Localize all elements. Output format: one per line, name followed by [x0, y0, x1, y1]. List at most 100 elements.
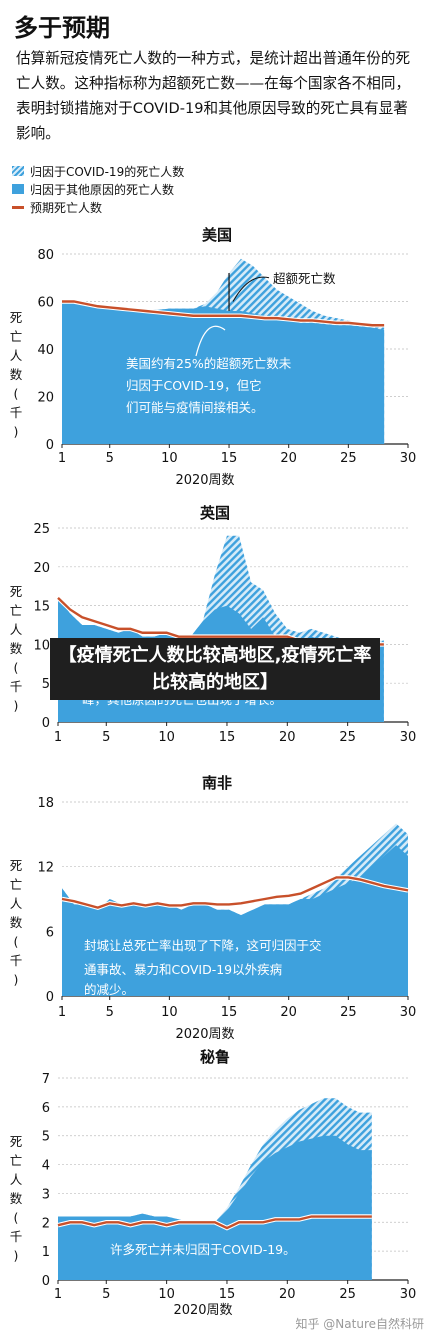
- x-tick-label: 1: [54, 730, 62, 745]
- x-tick-label: 1: [58, 1005, 66, 1020]
- legend: 归因于COVID-19的死亡人数 归因于其他原因的死亡人数 预期死亡人数: [12, 162, 184, 216]
- x-tick-label: 25: [340, 451, 357, 466]
- y-axis-label-char: 人: [10, 1172, 23, 1187]
- x-tick-label: 15: [219, 730, 236, 745]
- series-line-expected: [57, 1215, 372, 1230]
- y-tick-label: 5: [42, 1130, 50, 1145]
- annotation-text: 封城让总死亡率出现了下降，这可归因于交: [84, 938, 322, 953]
- annotation-text: 的减少。: [84, 982, 134, 997]
- x-tick-label: 5: [106, 1005, 114, 1020]
- y-tick-label: 18: [37, 796, 54, 811]
- y-axis-label-char: 数: [10, 367, 23, 382]
- x-tick-label: 30: [400, 451, 417, 466]
- x-tick-label: 20: [279, 1287, 296, 1302]
- y-tick-label: 80: [37, 248, 54, 263]
- chart-uk: 英国0510152025151015202530死亡人数(千)英国峰，其他原因的…: [10, 504, 417, 745]
- chart-panel-peru: 秘鲁 0 1 2 3 4 5 6 7 1 5 10 15 20 25 30 2020周数 死亡人数(千) 许多死亡并…: [0, 1048, 434, 1324]
- x-tick-label: 25: [340, 1005, 357, 1020]
- y-tick-label: 5: [42, 677, 50, 692]
- y-tick-label: 0: [46, 438, 54, 453]
- y-tick-label: 0: [46, 990, 54, 1005]
- series-line-expected: [61, 876, 409, 909]
- x-tick-label: 10: [161, 451, 178, 466]
- y-tick-label: 2: [42, 1216, 50, 1231]
- chart-title: 英国: [200, 504, 230, 522]
- y-axis-label-char: 千: [10, 405, 23, 420]
- x-axis-label: 2020周数: [173, 1303, 232, 1318]
- y-tick-label: 12: [37, 861, 54, 876]
- y-axis-label-char: (: [14, 386, 19, 401]
- y-tick-label: 6: [42, 1101, 50, 1116]
- legend-item-expected: 预期死亡人数: [12, 198, 184, 216]
- chart-title: 美国: [202, 226, 232, 244]
- legend-item-covid: 归因于COVID-19的死亡人数: [12, 162, 184, 180]
- x-tick-label: 10: [161, 1005, 178, 1020]
- legend-swatch-line: [12, 205, 24, 209]
- y-tick-label: 4: [42, 1159, 50, 1174]
- y-tick-label: 25: [33, 522, 50, 537]
- legend-label-covid: 归因于COVID-19的死亡人数: [30, 164, 185, 179]
- y-axis-label-char: 亡: [10, 877, 23, 892]
- chart-panel-us: 美国 0 20 40 60 80 1 5 10 15 20 25 30 2020周数 死亡人数(千) 超额死亡…: [0, 222, 434, 500]
- chart-panel-south-africa: 南非 0 6 12 18 1 5 10 15 20 25 30 2020周数 死亡人数(千) 封城让总死亡率…: [0, 770, 434, 1048]
- y-axis-label-char: (: [14, 660, 19, 675]
- chart-panel-uk: 英国0510152025151015202530死亡人数(千)英国峰，其他原因的…: [0, 500, 434, 770]
- y-axis-label-char: 人: [10, 622, 23, 637]
- annotation-text: 美国约有25%的超额死亡数未: [126, 356, 292, 371]
- x-tick-label: 10: [158, 730, 175, 745]
- x-tick-label: 1: [54, 1287, 62, 1302]
- y-tick-label: 1: [42, 1245, 50, 1260]
- y-tick-label: 0: [42, 716, 50, 731]
- y-axis-label-char: 数: [10, 1191, 23, 1206]
- y-axis-label-char: 死: [10, 584, 23, 599]
- legend-swatch-hatched: [12, 166, 24, 176]
- x-tick-label: 20: [280, 451, 297, 466]
- y-axis-label-char: 千: [10, 679, 23, 694]
- y-axis-label-char: 死: [10, 858, 23, 873]
- watermark: 知乎 @Nature自然科研: [295, 1317, 424, 1331]
- y-axis-label-char: ): [14, 1248, 19, 1263]
- chart-title: 秘鲁: [200, 1048, 230, 1066]
- y-tick-label: 40: [37, 343, 54, 358]
- page-title: 多于预期: [14, 14, 110, 42]
- y-axis-label-char: 亡: [10, 603, 23, 618]
- series-area-other: [58, 1135, 372, 1280]
- y-axis-label-char: (: [14, 1210, 19, 1225]
- legend-item-other: 归因于其他原因的死亡人数: [12, 180, 184, 198]
- y-tick-label: 3: [42, 1187, 50, 1202]
- y-tick-label: 15: [33, 600, 50, 615]
- y-axis-label-char: ): [14, 698, 19, 713]
- x-tick-label: 30: [400, 730, 417, 745]
- overlay-banner: 【疫情死亡人数比较高地区,疫情死亡率比较高的地区】: [50, 638, 380, 700]
- x-tick-label: 30: [400, 1287, 417, 1302]
- excess-pointer: [232, 276, 270, 302]
- legend-swatch-solid: [12, 184, 24, 194]
- y-axis-label-char: (: [14, 934, 19, 949]
- x-axis-label: 2020周数: [175, 1027, 234, 1042]
- chart-title: 南非: [202, 774, 232, 792]
- y-tick-label: 7: [42, 1072, 50, 1087]
- annotation-text: 许多死亡并未归因于COVID-19。: [110, 1242, 296, 1257]
- x-tick-label: 15: [221, 451, 238, 466]
- y-axis-label-char: 数: [10, 641, 23, 656]
- y-axis-label-char: 千: [10, 1229, 23, 1244]
- y-tick-label: 20: [37, 391, 54, 406]
- annotation-text: 通事故、暴力和COVID-19以外疾病: [84, 962, 282, 977]
- annotation-pointer: [195, 325, 226, 357]
- x-tick-label: 1: [58, 451, 66, 466]
- series-area-other: [62, 301, 385, 444]
- y-axis-label: 死亡人数 (千): [10, 310, 23, 439]
- y-tick-label: 60: [37, 296, 54, 311]
- y-axis-label: 死亡人数 ( 千): [10, 584, 23, 713]
- x-tick-label: 20: [279, 730, 296, 745]
- y-axis-label: 死亡人数 (千): [10, 1134, 23, 1263]
- x-axis-label: 2020周数: [175, 473, 234, 488]
- series-line-expected: [62, 300, 385, 327]
- y-axis-label-char: 亡: [10, 1153, 23, 1168]
- y-tick-label: 20: [33, 561, 50, 576]
- x-tick-label: 30: [400, 1005, 417, 1020]
- series-area-other: [62, 845, 408, 996]
- x-tick-label: 25: [339, 1287, 356, 1302]
